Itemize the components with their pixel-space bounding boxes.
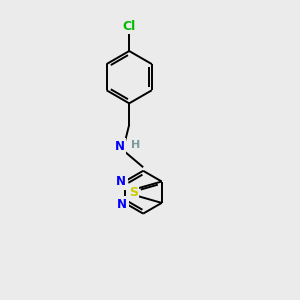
Text: N: N [114,140,124,153]
Text: Cl: Cl [123,20,136,33]
Text: S: S [129,186,138,199]
Text: H: H [130,140,140,150]
Text: N: N [117,198,127,211]
Text: N: N [116,175,126,188]
